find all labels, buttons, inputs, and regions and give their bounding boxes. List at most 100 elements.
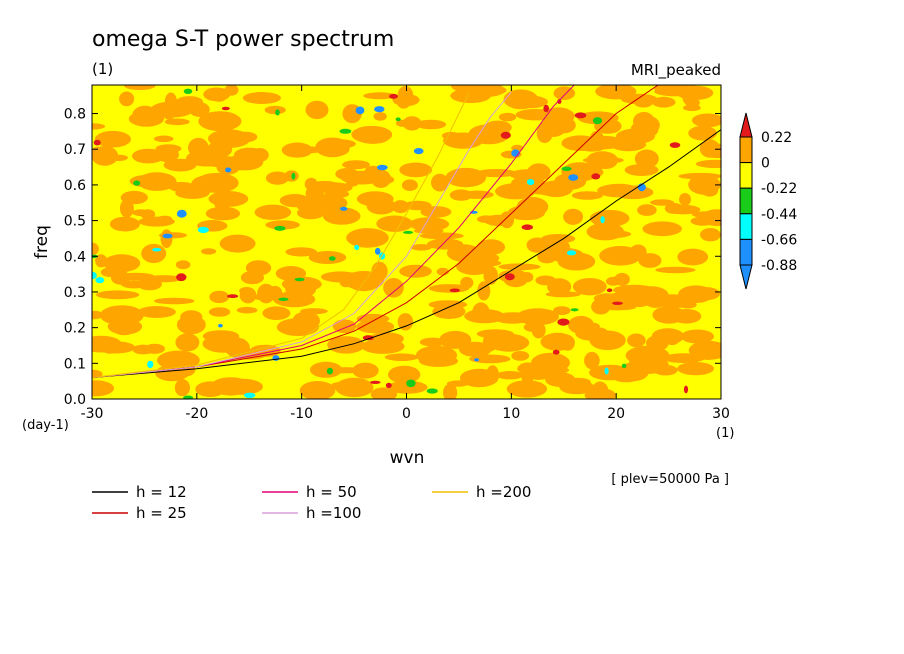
- field-speck: [426, 388, 438, 394]
- colorbar-label: -0.88: [761, 258, 797, 274]
- field-patch: [531, 322, 546, 339]
- field-speck: [291, 172, 296, 180]
- field-patch: [384, 353, 419, 362]
- field-patch: [342, 160, 370, 170]
- field-patch: [198, 111, 242, 132]
- field-patch: [330, 381, 354, 391]
- field-patch: [373, 112, 387, 121]
- field-patch: [279, 194, 311, 208]
- colorbar-box: [739, 187, 753, 215]
- field-speck: [328, 256, 336, 261]
- field-speck: [354, 244, 360, 251]
- field-patch: [95, 290, 140, 300]
- x-tick-label: 30: [712, 406, 730, 422]
- field-speck: [521, 224, 533, 230]
- legend-label: h = 50: [306, 483, 357, 501]
- field-patch: [153, 297, 195, 305]
- x-tick-label: -30: [81, 406, 104, 422]
- field-patch: [693, 287, 720, 301]
- field-patch: [352, 362, 379, 379]
- field-speck: [566, 250, 577, 256]
- field-speck: [176, 273, 187, 282]
- field-patch: [100, 267, 121, 278]
- field-patch: [157, 350, 200, 370]
- x-axis-units: (1): [716, 426, 734, 441]
- field-patch: [475, 260, 502, 267]
- field-patch: [153, 135, 174, 143]
- field-patch: [450, 85, 476, 92]
- y-tick-label: 0.6: [64, 178, 86, 194]
- field-patch: [254, 204, 292, 220]
- field-speck: [183, 88, 193, 95]
- y-tick-label: 0.2: [64, 321, 86, 337]
- field-patch: [458, 341, 492, 357]
- field-patch: [314, 182, 353, 194]
- field-speck: [557, 99, 562, 104]
- field-speck: [162, 233, 173, 239]
- field-patch: [630, 120, 659, 139]
- field-patch: [95, 341, 136, 354]
- field-patch: [174, 379, 190, 397]
- field-patch: [92, 146, 119, 166]
- field-patch: [553, 306, 571, 316]
- field-speck: [147, 360, 154, 369]
- field-speck: [176, 209, 187, 218]
- field-speck: [95, 277, 105, 284]
- field-patch: [493, 312, 532, 324]
- field-patch: [459, 368, 499, 388]
- field-patch: [664, 202, 684, 214]
- field-patch: [691, 113, 721, 128]
- field-speck: [621, 363, 627, 369]
- dispersion-curves: [92, 85, 721, 379]
- field-patch: [176, 315, 206, 335]
- field-speck: [683, 385, 689, 394]
- field-patch: [651, 96, 676, 108]
- field-patch: [428, 300, 468, 309]
- field-patch: [699, 139, 720, 158]
- y-tick-label: 0.0: [64, 392, 86, 408]
- field-speck: [504, 273, 515, 281]
- field-patch: [356, 320, 395, 334]
- field-patch: [401, 179, 418, 191]
- x-axis-label: wvn: [390, 448, 425, 468]
- field-patch: [624, 164, 659, 176]
- field-speck: [449, 288, 460, 293]
- field-speck: [92, 271, 97, 280]
- field-speck: [339, 128, 352, 134]
- field-patch: [498, 263, 541, 271]
- field-patch: [477, 215, 496, 223]
- field-patch: [409, 217, 450, 232]
- field-patch: [209, 290, 230, 304]
- field-patch: [594, 214, 607, 231]
- y-axis-ticks: 0.0 0.1 0.2 0.3 0.4 0.5 0.6 0.7 0.8: [64, 107, 721, 408]
- field-patch: [560, 335, 575, 351]
- field-patch: [157, 215, 172, 222]
- field-patch: [526, 237, 548, 253]
- field-patch: [351, 125, 393, 144]
- field-patch: [175, 260, 191, 270]
- colorbar-top-arrow: [739, 112, 753, 138]
- field-patch: [445, 167, 487, 188]
- colorbar-label: 0.22: [761, 130, 792, 146]
- x-tick-label: -10: [290, 406, 313, 422]
- field-patch: [239, 287, 257, 304]
- curve-series-5: [92, 91, 470, 379]
- field-speck: [376, 164, 388, 171]
- field-patch: [210, 88, 228, 102]
- field-patch: [201, 248, 217, 255]
- field-speck: [500, 131, 511, 139]
- field-speck: [362, 335, 374, 341]
- field-speck: [183, 395, 193, 399]
- field-speck: [274, 225, 286, 231]
- field-patch: [640, 254, 658, 267]
- field-patch: [476, 239, 506, 255]
- field-patch: [119, 91, 135, 107]
- field-patch: [169, 182, 183, 192]
- field-patch: [646, 335, 669, 351]
- field-patch: [281, 142, 313, 158]
- field-speck: [552, 349, 560, 355]
- field-speck: [606, 288, 613, 293]
- colorbar-box: [739, 162, 753, 189]
- field-speck: [474, 358, 479, 362]
- legend-label: h = 12: [136, 483, 187, 501]
